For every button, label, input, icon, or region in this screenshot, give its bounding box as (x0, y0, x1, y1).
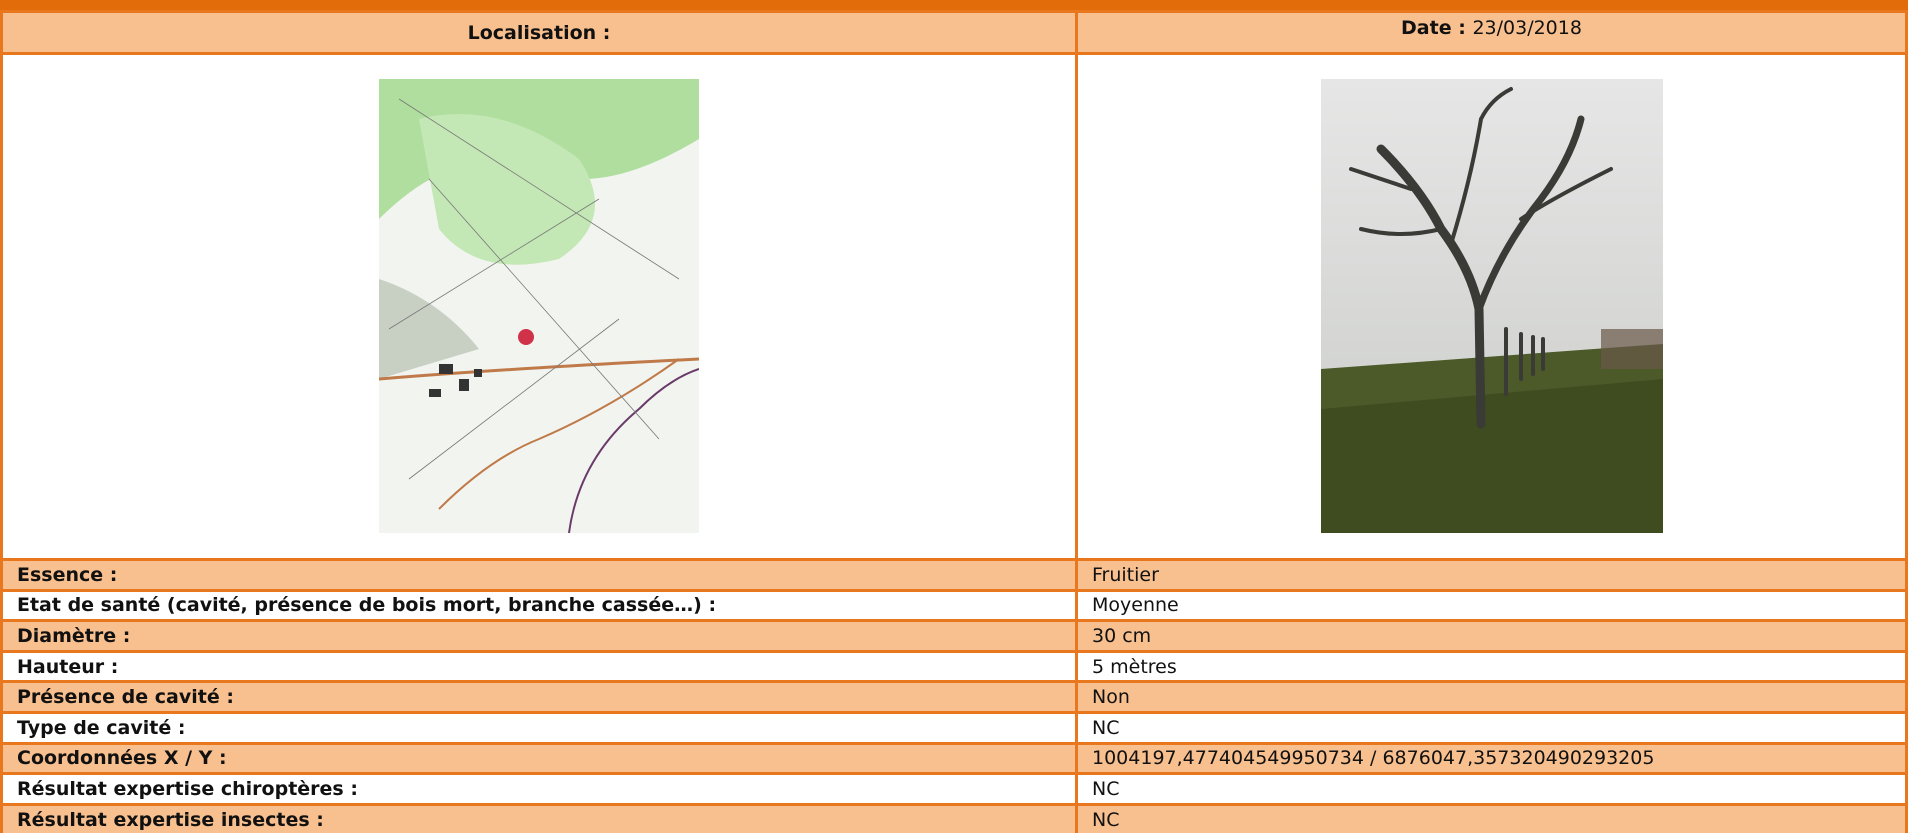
field-value: 1004197,477404549950734 / 6876047,357320… (1075, 741, 1908, 776)
info-row: Présence de cavité : Non (0, 680, 1908, 714)
field-label: Essence : (0, 558, 1078, 592)
date-label: Date : (1401, 17, 1466, 39)
field-label: Coordonnées X / Y : (0, 741, 1078, 776)
image-row (0, 52, 1908, 561)
field-value: NC (1075, 772, 1908, 806)
table-body: Localisation : Date : 23/03/2018 (0, 10, 1908, 833)
info-row: Etat de santé (cavité, présence de bois … (0, 588, 1908, 623)
field-label: Résultat expertise chiroptères : (0, 772, 1078, 806)
info-row: Coordonnées X / Y :1004197,4774045499507… (0, 741, 1908, 776)
field-label: Résultat expertise insectes : (0, 802, 1078, 833)
field-label: Diamètre : (0, 619, 1078, 653)
info-row: Hauteur :5 mètres (0, 649, 1908, 684)
tree-photo (1320, 79, 1663, 533)
location-label: Localisation : (467, 21, 611, 44)
field-label: Présence de cavité : (0, 680, 1078, 714)
info-row: Résultat expertise chiroptères : NC (0, 772, 1908, 806)
header-row: Localisation : Date : 23/03/2018 (0, 10, 1908, 55)
info-row: Diamètre :30 cm (0, 619, 1908, 653)
info-row: Type de cavité : NC (0, 710, 1908, 745)
date-value: 23/03/2018 (1472, 17, 1582, 39)
field-value: NC (1075, 710, 1908, 745)
date-header: Date : 23/03/2018 (1075, 10, 1908, 55)
field-label: Hauteur : (0, 649, 1078, 684)
tree-sheet: Localisation : Date : 23/03/2018 (0, 10, 1908, 833)
map-cell (0, 52, 1078, 561)
field-value: NC (1075, 802, 1908, 833)
top-bar (0, 0, 1908, 10)
location-map (378, 79, 700, 534)
info-row: Résultat expertise insectes : NC (0, 802, 1908, 833)
field-value: Non (1075, 680, 1908, 714)
location-header: Localisation : (0, 10, 1078, 55)
field-label: Type de cavité : (0, 710, 1078, 745)
photo-cell (1075, 52, 1908, 561)
field-label: Etat de santé (cavité, présence de bois … (0, 588, 1078, 623)
field-value: Fruitier (1075, 558, 1908, 592)
field-value: 5 mètres (1075, 649, 1908, 684)
field-value: Moyenne (1075, 588, 1908, 623)
field-value: 30 cm (1075, 619, 1908, 653)
info-row: Essence : Fruitier (0, 558, 1908, 592)
